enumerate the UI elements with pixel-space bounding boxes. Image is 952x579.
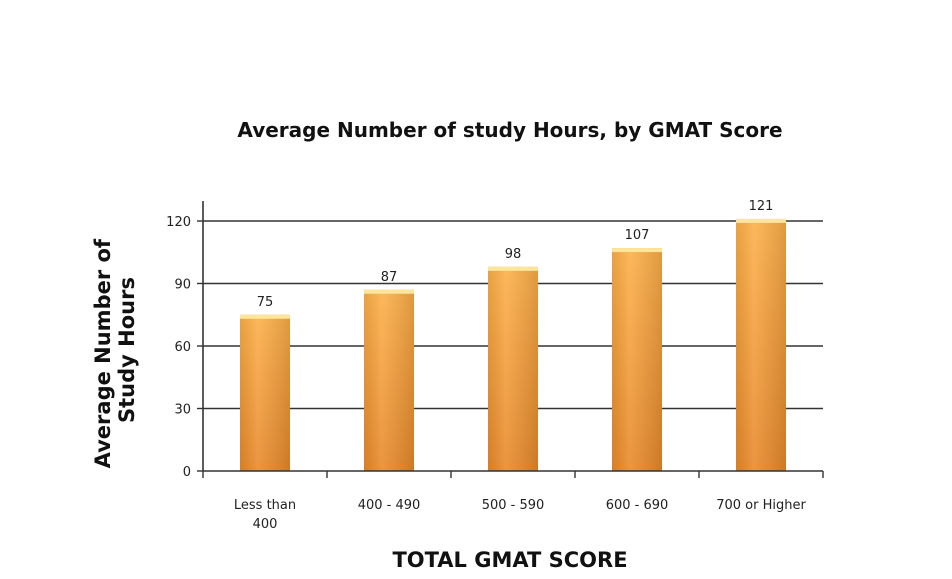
x-tick-label: 700 or Higher bbox=[716, 498, 806, 513]
x-tick-label: 500 - 590 bbox=[482, 498, 545, 513]
y-tick-label: 0 bbox=[183, 465, 191, 480]
data-label: 87 bbox=[381, 270, 398, 285]
bar-shading bbox=[736, 218, 786, 471]
y-axis-title-line-2: Study Hours bbox=[115, 277, 139, 423]
x-tick-label: 600 - 690 bbox=[606, 498, 669, 513]
y-axis-title-line-1: Average Number of bbox=[91, 238, 115, 468]
bar-shading bbox=[488, 266, 538, 471]
y-tick-label: 60 bbox=[174, 340, 191, 355]
y-tick-label: 90 bbox=[174, 278, 191, 293]
y-tick-label: 30 bbox=[174, 403, 191, 418]
data-label: 107 bbox=[625, 228, 650, 243]
data-label: 121 bbox=[749, 199, 774, 214]
y-tick-label: 120 bbox=[166, 215, 191, 230]
data-label: 98 bbox=[505, 247, 522, 262]
bar-shading bbox=[612, 248, 662, 471]
x-tick-label: Less than 400 bbox=[234, 498, 296, 532]
bar-cap bbox=[736, 218, 786, 223]
bar-shading bbox=[240, 314, 290, 471]
bar-shading bbox=[364, 289, 414, 471]
chart-title: Average Number of study Hours, by GMAT S… bbox=[237, 118, 782, 142]
bar-cap bbox=[240, 314, 290, 319]
bars bbox=[240, 218, 786, 471]
axes bbox=[197, 201, 824, 478]
y-axis-title: Average Number of Study Hours bbox=[91, 232, 139, 469]
bar-cap bbox=[612, 248, 662, 253]
labels: 0 30 60 90 120 75 Less than 400 87 400 - 490 98 500… bbox=[166, 199, 806, 532]
bar-cap bbox=[364, 289, 414, 294]
data-label: 75 bbox=[257, 295, 274, 310]
bar-cap bbox=[488, 266, 538, 271]
x-tick-label: 400 - 490 bbox=[358, 498, 421, 513]
x-axis-title: TOTAL GMAT SCORE bbox=[392, 548, 627, 572]
